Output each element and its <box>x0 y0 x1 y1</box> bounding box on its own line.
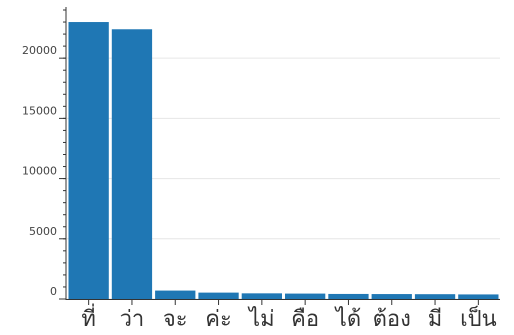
x-tick-label-0: ที่ <box>81 303 96 332</box>
x-tick-label-1: ว่า <box>120 307 145 332</box>
x-tick-label-7: ต้อง <box>373 307 411 332</box>
x-tick-label-6: ได้ <box>334 306 361 332</box>
x-axis: ที่ ว่า จะ ค่ะ ไม่ คือ ได้ ต้อง มี เป็น <box>66 299 500 332</box>
bar-1 <box>111 29 153 300</box>
bar-8 <box>414 294 456 299</box>
y-tick-label-1: 5000 <box>29 225 57 238</box>
bar-4 <box>241 293 282 299</box>
x-tick-label-5: คือ <box>291 307 319 332</box>
bar-2 <box>155 290 196 299</box>
bars <box>68 22 499 300</box>
x-tick-label-4: ไม่ <box>247 306 275 332</box>
x-tick-label-8: มี <box>428 307 443 332</box>
bar-7 <box>371 294 412 299</box>
y-tick-label-2: 10000 <box>22 165 57 178</box>
y-tick-label-4: 20000 <box>22 44 57 57</box>
bar-6 <box>328 293 369 299</box>
y-axis: 0 5000 10000 15000 20000 <box>22 7 67 300</box>
bar-5 <box>285 293 326 299</box>
x-tick-label-3: ค่ะ <box>205 307 232 332</box>
bar-0 <box>68 22 109 300</box>
y-tick-label-3: 15000 <box>22 104 57 117</box>
x-tick-label-2: จะ <box>163 307 188 332</box>
bar-3 <box>198 292 239 299</box>
x-tick-label-9: เป็น <box>460 304 497 332</box>
y-tick-label-0: 0 <box>50 285 57 298</box>
bar-9 <box>458 294 499 299</box>
